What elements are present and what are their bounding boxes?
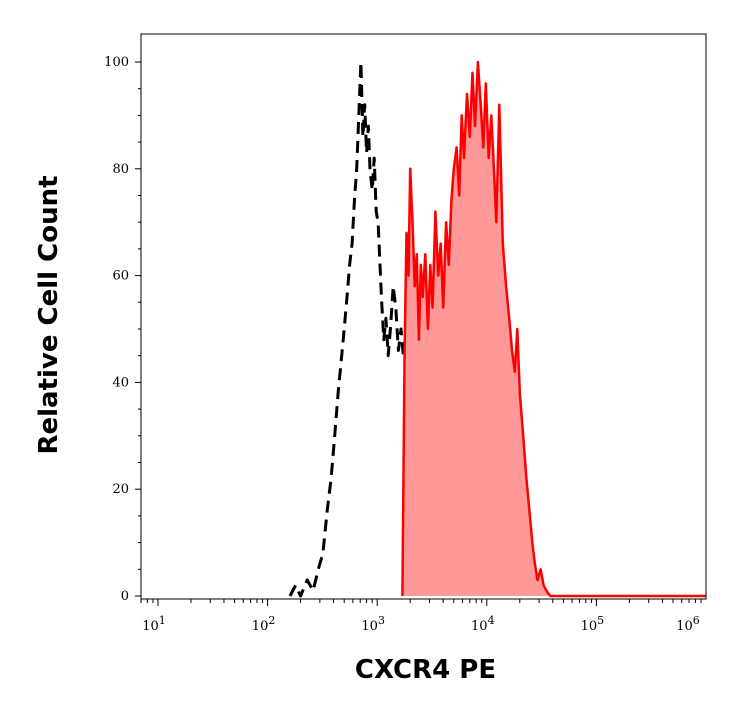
y-tick-label: 100 — [104, 55, 129, 70]
plot-frame — [140, 33, 707, 600]
series-layer — [288, 60, 706, 598]
tick-layer: 0 20 40 60 80 100 101 102 103 104 105 106 — [104, 55, 702, 634]
y-axis-title: Relative Cell Count — [34, 175, 64, 454]
x-tick-label: 106 — [676, 614, 700, 634]
x-tick-label: 102 — [252, 614, 276, 634]
x-tick-label: 105 — [581, 614, 605, 634]
y-tick-label: 0 — [121, 589, 129, 604]
y-tick-label: 80 — [112, 162, 129, 177]
x-tick-label: 101 — [142, 614, 166, 634]
x-tick-label: 104 — [471, 614, 495, 634]
series-1-line — [401, 60, 706, 598]
series-1-fill — [402, 62, 706, 596]
y-tick-label: 20 — [112, 482, 129, 497]
series-0-line — [288, 60, 406, 598]
y-tick-label: 60 — [112, 269, 129, 284]
x-axis-title: CXCR4 PE — [355, 655, 496, 685]
y-tick-label: 40 — [112, 375, 129, 390]
x-tick-label: 103 — [361, 614, 385, 634]
